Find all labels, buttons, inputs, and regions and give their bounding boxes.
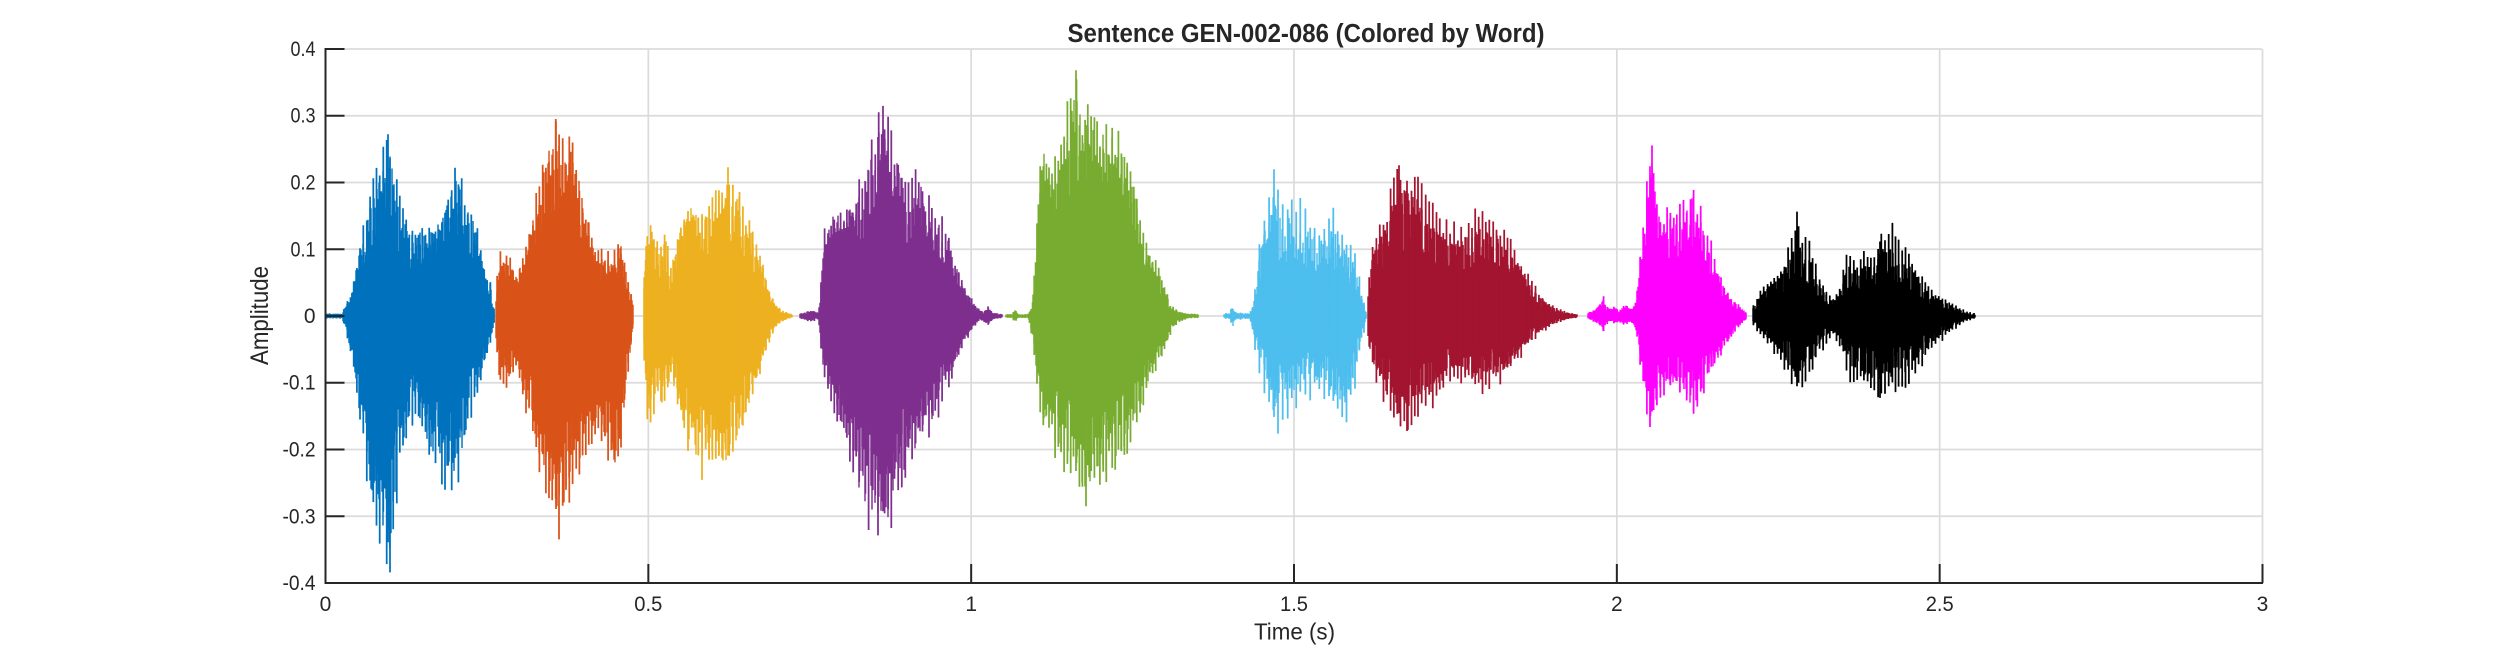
svg-text:0: 0 bbox=[304, 305, 316, 328]
svg-text:Time (s): Time (s) bbox=[1254, 619, 1335, 645]
svg-text:Sentence GEN-002-086 (Colored: Sentence GEN-002-086 (Colored by Word) bbox=[1068, 20, 1545, 48]
svg-text:3: 3 bbox=[2257, 593, 2269, 616]
svg-text:1: 1 bbox=[965, 593, 977, 616]
svg-text:0.5: 0.5 bbox=[634, 593, 662, 616]
svg-text:0.3: 0.3 bbox=[291, 105, 316, 128]
svg-text:0.2: 0.2 bbox=[291, 172, 316, 195]
svg-text:Amplitude: Amplitude bbox=[246, 266, 274, 365]
svg-text:-0.2: -0.2 bbox=[283, 439, 316, 462]
svg-text:-0.1: -0.1 bbox=[283, 372, 316, 395]
svg-text:0.1: 0.1 bbox=[291, 238, 316, 261]
svg-text:-0.4: -0.4 bbox=[283, 572, 316, 595]
svg-text:2.5: 2.5 bbox=[1926, 593, 1954, 616]
svg-text:0.4: 0.4 bbox=[291, 38, 316, 61]
svg-text:2: 2 bbox=[1611, 593, 1623, 616]
svg-text:0: 0 bbox=[320, 593, 332, 616]
svg-text:1.5: 1.5 bbox=[1280, 593, 1308, 616]
svg-text:-0.3: -0.3 bbox=[283, 505, 316, 528]
